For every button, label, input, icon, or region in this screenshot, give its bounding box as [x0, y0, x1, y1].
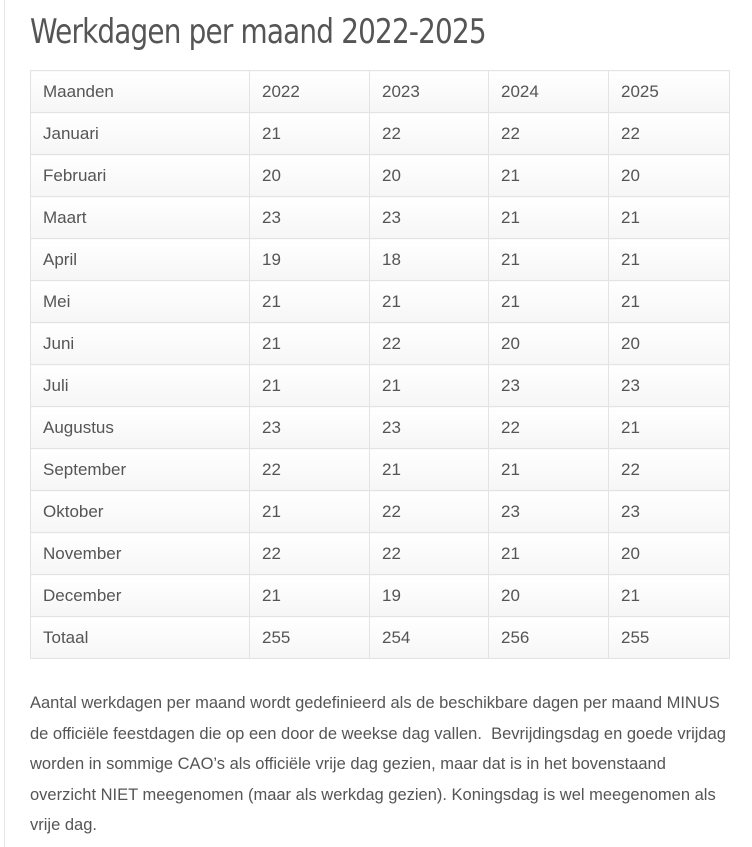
- month-cell: Juni: [30, 322, 250, 365]
- value-cell: 21: [369, 448, 489, 491]
- total-value-cell: 255: [249, 616, 370, 659]
- month-cell: December: [30, 574, 250, 617]
- table-row: Juli 21 21 23 23: [30, 364, 730, 407]
- value-cell: 23: [249, 406, 370, 449]
- value-cell: 22: [369, 112, 489, 155]
- table-row: Februari 20 20 21 20: [30, 154, 730, 197]
- value-cell: 19: [369, 574, 489, 617]
- value-cell: 22: [249, 532, 370, 575]
- month-cell: Augustus: [30, 406, 250, 449]
- table-row: Mei 21 21 21 21: [30, 280, 730, 323]
- header-cell: 2023: [369, 70, 489, 113]
- total-value-cell: 254: [369, 616, 489, 659]
- value-cell: 20: [608, 154, 730, 197]
- value-cell: 21: [488, 280, 609, 323]
- header-cell: 2022: [249, 70, 370, 113]
- workdays-table-container: Maanden 2022 2023 2024 2025 Januari 21 2…: [30, 70, 730, 659]
- value-cell: 22: [369, 322, 489, 365]
- value-cell: 21: [369, 364, 489, 407]
- table-row: Januari 21 22 22 22: [30, 112, 730, 155]
- value-cell: 23: [608, 364, 730, 407]
- value-cell: 21: [369, 280, 489, 323]
- article-content: Werkdagen per maand 2022-2025 Maanden 20…: [30, 0, 730, 834]
- value-cell: 18: [369, 238, 489, 281]
- value-cell: 21: [249, 112, 370, 155]
- value-cell: 22: [249, 448, 370, 491]
- value-cell: 23: [369, 406, 489, 449]
- header-cell: 2024: [488, 70, 609, 113]
- page-title: Werkdagen per maand 2022-2025: [30, 12, 487, 52]
- value-cell: 22: [608, 112, 730, 155]
- value-cell: 20: [488, 574, 609, 617]
- value-cell: 21: [488, 196, 609, 239]
- month-cell: September: [30, 448, 250, 491]
- table-row: December 21 19 20 21: [30, 574, 730, 617]
- description-paragraph: Aantal werkdagen per maand wordt gedefin…: [30, 694, 731, 834]
- value-cell: 21: [249, 322, 370, 365]
- total-label-cell: Totaal: [30, 616, 250, 659]
- value-cell: 21: [249, 364, 370, 407]
- table-row: Maart 23 23 21 21: [30, 196, 730, 239]
- month-cell: April: [30, 238, 250, 281]
- left-border-line: [4, 0, 5, 847]
- value-cell: 21: [608, 196, 730, 239]
- value-cell: 21: [608, 238, 730, 281]
- value-cell: 21: [608, 574, 730, 617]
- value-cell: 20: [249, 154, 370, 197]
- value-cell: 20: [488, 322, 609, 365]
- table-row: April 19 18 21 21: [30, 238, 730, 281]
- value-cell: 22: [488, 406, 609, 449]
- value-cell: 20: [369, 154, 489, 197]
- workdays-table: Maanden 2022 2023 2024 2025 Januari 21 2…: [30, 70, 730, 659]
- month-cell: Maart: [30, 196, 250, 239]
- table-row: Oktober 21 22 23 23: [30, 490, 730, 533]
- header-cell: 2025: [608, 70, 730, 113]
- value-cell: 23: [488, 364, 609, 407]
- value-cell: 21: [249, 574, 370, 617]
- value-cell: 21: [488, 238, 609, 281]
- value-cell: 23: [608, 490, 730, 533]
- value-cell: 22: [369, 490, 489, 533]
- table-total-row: Totaal 255 254 256 255: [30, 616, 730, 659]
- value-cell: 22: [369, 532, 489, 575]
- month-cell: Mei: [30, 280, 250, 323]
- value-cell: 22: [488, 112, 609, 155]
- value-cell: 22: [608, 448, 730, 491]
- value-cell: 21: [488, 448, 609, 491]
- value-cell: 20: [608, 322, 730, 365]
- month-cell: Januari: [30, 112, 250, 155]
- value-cell: 21: [608, 280, 730, 323]
- value-cell: 21: [608, 406, 730, 449]
- value-cell: 21: [249, 490, 370, 533]
- month-cell: Oktober: [30, 490, 250, 533]
- value-cell: 23: [369, 196, 489, 239]
- value-cell: 23: [488, 490, 609, 533]
- table-header-row: Maanden 2022 2023 2024 2025: [30, 70, 730, 113]
- total-value-cell: 256: [488, 616, 609, 659]
- month-cell: Februari: [30, 154, 250, 197]
- value-cell: 20: [608, 532, 730, 575]
- value-cell: 23: [249, 196, 370, 239]
- value-cell: 21: [249, 280, 370, 323]
- value-cell: 21: [488, 154, 609, 197]
- total-value-cell: 255: [608, 616, 730, 659]
- table-row: November 22 22 21 20: [30, 532, 730, 575]
- month-cell: Juli: [30, 364, 250, 407]
- value-cell: 21: [488, 532, 609, 575]
- table-row: Augustus 23 23 22 21: [30, 406, 730, 449]
- header-cell: Maanden: [30, 70, 250, 113]
- month-cell: November: [30, 532, 250, 575]
- value-cell: 19: [249, 238, 370, 281]
- table-row: September 22 21 21 22: [30, 448, 730, 491]
- table-row: Juni 21 22 20 20: [30, 322, 730, 365]
